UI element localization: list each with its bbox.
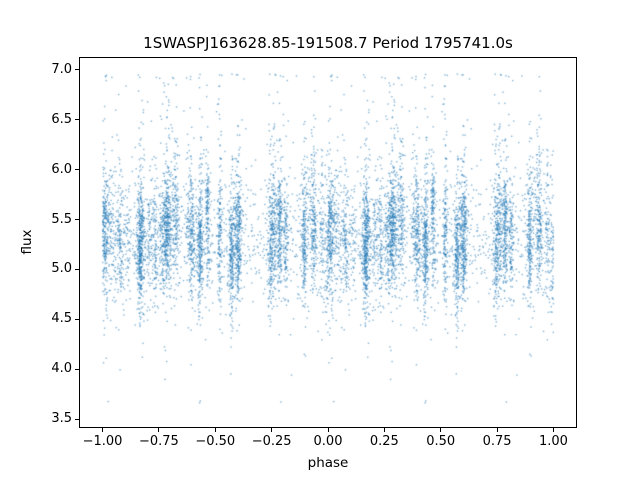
x-tick-mark	[327, 428, 329, 432]
x-tick-mark	[552, 428, 554, 432]
y-tick-label: 5.5	[51, 211, 72, 227]
y-tick-mark	[75, 219, 79, 221]
y-tick-mark	[75, 418, 79, 420]
x-tick-mark	[102, 428, 104, 432]
plot-area	[79, 57, 577, 428]
x-axis-label: phase	[307, 455, 349, 471]
x-tick-mark	[496, 428, 498, 432]
x-tick-label: −0.75	[138, 434, 179, 449]
x-tick-mark	[158, 428, 160, 432]
y-tick-mark	[75, 119, 79, 121]
y-tick-label: 3.5	[51, 411, 72, 427]
y-tick-label: 5.0	[51, 261, 72, 277]
y-tick-mark	[75, 268, 79, 270]
x-tick-label: −0.25	[251, 434, 292, 449]
x-tick-label: −0.50	[195, 434, 236, 449]
x-tick-mark	[440, 428, 442, 432]
y-tick-label: 6.5	[51, 111, 72, 127]
x-tick-label: 0.50	[426, 434, 456, 449]
plot-title: 1SWASPJ163628.85-191508.7 Period 1795741…	[143, 34, 513, 52]
y-tick-label: 4.0	[51, 361, 72, 377]
y-tick-mark	[75, 318, 79, 320]
x-tick-mark	[383, 428, 385, 432]
x-tick-mark	[271, 428, 273, 432]
scatter-canvas	[80, 58, 576, 427]
x-tick-label: 0.00	[313, 434, 343, 449]
x-tick-label: 0.75	[482, 434, 512, 449]
y-tick-mark	[75, 69, 79, 71]
y-tick-label: 6.0	[51, 161, 72, 177]
x-tick-label: −1.00	[82, 434, 123, 449]
y-tick-label: 4.5	[51, 311, 72, 327]
x-tick-mark	[214, 428, 216, 432]
y-tick-mark	[75, 368, 79, 370]
y-tick-label: 7.0	[51, 61, 72, 77]
x-tick-label: 1.00	[538, 434, 568, 449]
y-tick-mark	[75, 169, 79, 171]
x-tick-label: 0.25	[369, 434, 399, 449]
y-axis-label: flux	[19, 229, 35, 255]
